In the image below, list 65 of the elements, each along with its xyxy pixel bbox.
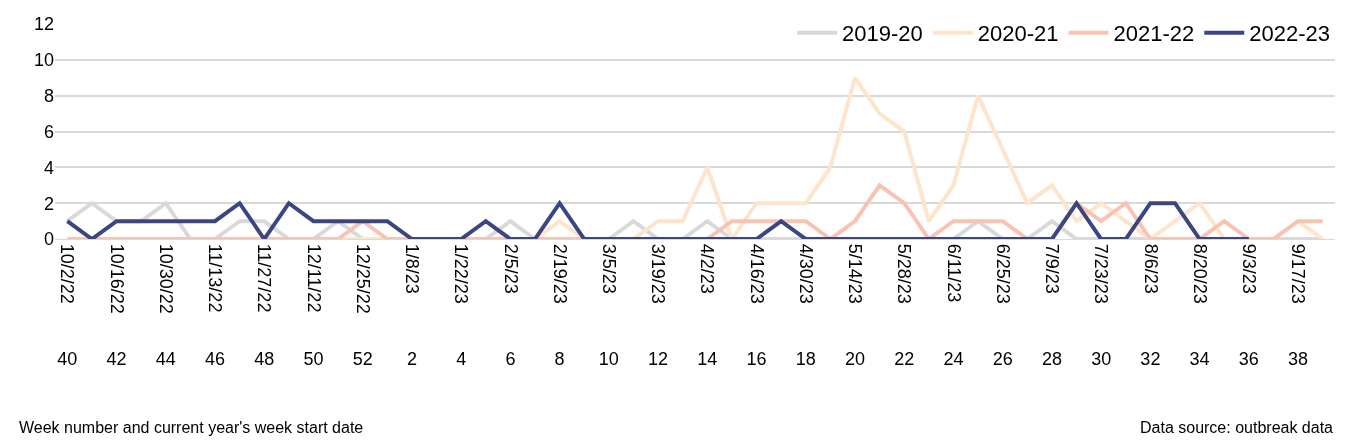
- x2-tick-label: 30: [1091, 348, 1112, 369]
- x2-tick-label: 12: [648, 348, 669, 369]
- x2-tick-label: 34: [1189, 348, 1210, 369]
- x2-tick-label: 38: [1288, 348, 1309, 369]
- x-tick-label: 6/25/23: [992, 243, 1013, 304]
- y-tick-label: 4: [43, 157, 54, 178]
- x2-tick-label: 28: [1041, 348, 1062, 369]
- x-tick-label: 11/27/22: [254, 243, 275, 313]
- x-tick-label: 10/30/22: [155, 243, 176, 314]
- x2-tick-label: 44: [155, 348, 176, 369]
- legend-label: 2019-20: [842, 21, 923, 47]
- x2-tick-label: 48: [254, 348, 275, 369]
- x2-tick-label: 6: [505, 348, 516, 369]
- legend-label: 2021-22: [1113, 21, 1195, 47]
- x-tick-label: 1/8/23: [402, 243, 423, 294]
- x2-tick-label: 22: [894, 348, 915, 369]
- x2-tick-label: 18: [795, 348, 816, 369]
- x-tick-label: 5/14/23: [845, 243, 866, 304]
- x-tick-label: 10/2/22: [57, 243, 78, 304]
- x2-tick-label: 20: [844, 348, 866, 369]
- x-tick-label: 10/16/22: [106, 243, 127, 314]
- source-note: Data source: outbreak data: [1140, 419, 1334, 436]
- x-tick-label: 5/28/23: [894, 243, 915, 304]
- legend-label: 2020-21: [977, 21, 1059, 47]
- x-tick-label: 4/30/23: [795, 243, 816, 304]
- x2-tick-label: 26: [992, 348, 1013, 369]
- x2-tick-label: 8: [554, 348, 565, 369]
- x-tick-label: 1/22/23: [451, 243, 472, 304]
- x2-tick-label: 14: [697, 348, 718, 369]
- y-tick-label: 0: [43, 229, 54, 250]
- x2-tick-label: 42: [106, 348, 127, 369]
- x-tick-label: 6/11/23: [943, 243, 964, 303]
- x-tick-label: 3/5/23: [599, 243, 619, 294]
- x2-tick-label: 46: [204, 348, 226, 369]
- x-tick-label: 11/13/22: [205, 243, 226, 313]
- x-tick-label: 9/17/23: [1288, 243, 1309, 304]
- y-tick-label: 8: [43, 85, 54, 106]
- x2-tick-label: 36: [1238, 348, 1259, 369]
- x2-tick-label: 16: [746, 348, 767, 369]
- x2-tick-label: 40: [57, 348, 78, 369]
- x2-tick-label: 50: [303, 348, 324, 369]
- x-tick-label: 9/3/23: [1239, 243, 1259, 294]
- x-tick-label: 7/9/23: [1042, 243, 1063, 294]
- x2-tick-label: 4: [456, 348, 467, 369]
- x-tick-label: 2/5/23: [500, 243, 521, 294]
- y-tick-label: 12: [33, 14, 54, 35]
- x2-tick-label: 52: [352, 348, 373, 369]
- x-tick-label: 4/2/23: [697, 243, 718, 294]
- x2-tick-label: 2: [406, 348, 417, 369]
- y-tick-label: 6: [43, 121, 54, 142]
- x-axis-title: Week number and current year's week start date: [19, 419, 364, 436]
- x-tick-label: 12/25/22: [352, 243, 373, 314]
- x-tick-label: 4/16/23: [746, 243, 767, 304]
- x2-tick-label: 24: [943, 348, 964, 369]
- legend-label: 2022-23: [1249, 21, 1330, 47]
- x2-tick-label: 32: [1140, 348, 1161, 369]
- x-tick-label: 12/11/22: [303, 243, 324, 313]
- y-tick-label: 2: [43, 193, 54, 214]
- x-tick-label: 3/19/23: [648, 243, 669, 304]
- x-tick-label: 8/6/23: [1140, 243, 1161, 294]
- y-tick-label: 10: [33, 50, 54, 71]
- x-tick-label: 7/23/23: [1091, 243, 1112, 304]
- x-tick-label: 8/20/23: [1189, 243, 1210, 304]
- x-tick-label: 2/19/23: [549, 243, 570, 304]
- x2-tick-label: 10: [598, 348, 619, 369]
